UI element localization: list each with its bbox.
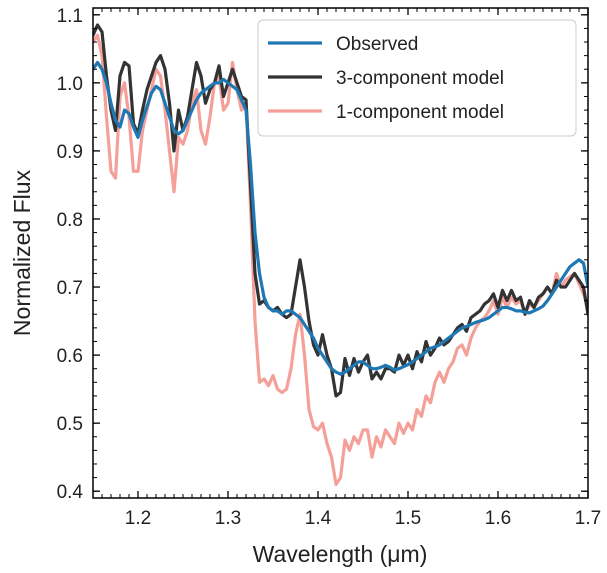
y-tick-label: 0.6 [57, 346, 83, 367]
y-tick-label: 1.1 [57, 6, 83, 27]
y-tick-label: 0.7 [57, 278, 83, 299]
y-axis-title: Normalized Flux [9, 169, 35, 336]
x-tick-label: 1.2 [125, 508, 151, 529]
legend-label-3: 1-component model [336, 102, 504, 123]
x-tick-labels: 1.2 1.3 1.4 1.5 1.6 1.7 [125, 508, 601, 529]
y-tick-label: 0.4 [57, 482, 84, 503]
y-tick-label: 1.0 [57, 74, 83, 95]
legend: Observed 3-component model 1-component mod… [257, 19, 577, 137]
y-tick-labels: 0.4 0.5 0.6 0.7 0.8 0.9 1.0 1.1 [57, 6, 84, 503]
legend-box [257, 19, 577, 137]
x-axis-title: Wavelength (μm) [253, 541, 428, 567]
x-tick-label: 1.6 [485, 508, 511, 529]
y-tick-label: 0.5 [57, 414, 83, 435]
legend-label-1: Observed [336, 34, 418, 55]
y-tick-label: 0.8 [57, 210, 83, 231]
x-tick-label: 1.5 [395, 508, 421, 529]
series-line-1 [93, 60, 588, 376]
ticks-layer [92, 8, 589, 498]
x-tick-label: 1.4 [305, 508, 332, 529]
series-line-2 [93, 23, 588, 398]
x-tick-label: 1.7 [575, 508, 601, 529]
series-layer [93, 23, 588, 486]
legend-label-2: 3-component model [336, 68, 504, 89]
x-tick-label: 1.3 [215, 508, 241, 529]
plot-frame [92, 7, 589, 499]
y-tick-label: 0.9 [57, 142, 83, 163]
series-line-3 [93, 33, 588, 486]
